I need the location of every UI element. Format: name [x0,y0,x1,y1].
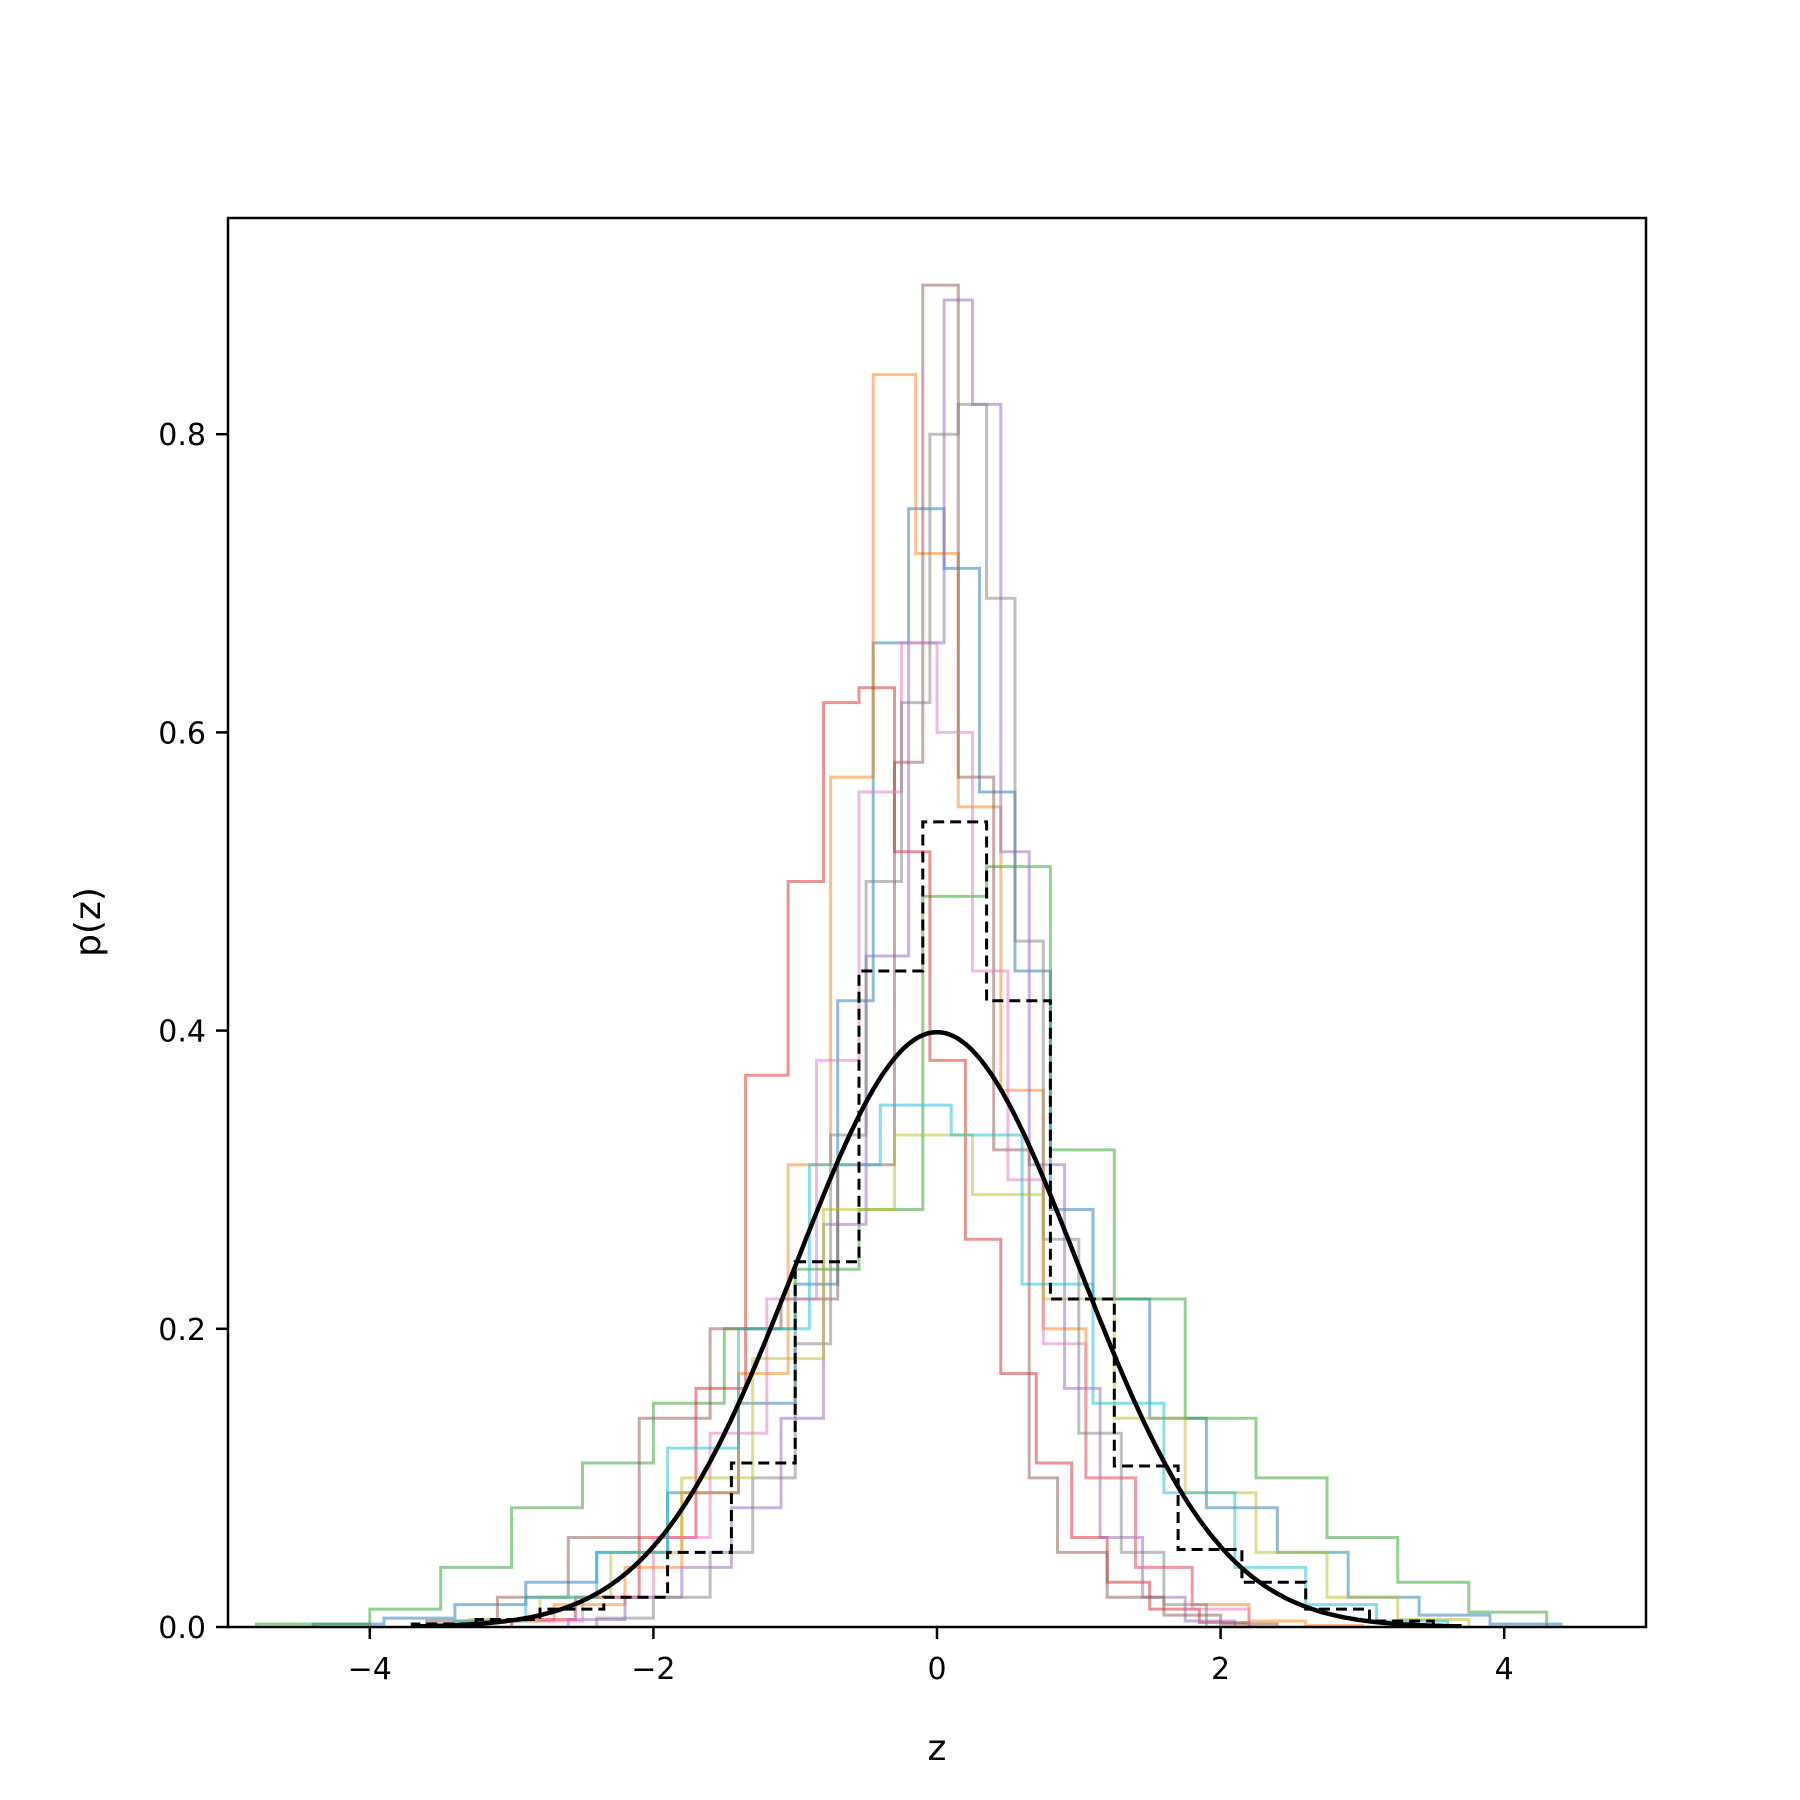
dashed-histogram-layer [410,820,1435,1627]
x-axis-label: z [928,1728,947,1769]
histogram-series-3 [254,865,1549,1627]
reference-curve-layer [412,1029,1462,1627]
y-tick-label: 0.2 [158,1313,206,1348]
x-tick-label: 2 [1211,1652,1230,1687]
x-tick-label: 0 [927,1652,946,1687]
x-tick-label: 4 [1495,1652,1514,1687]
histogram-series-6 [425,283,1279,1627]
dashed-histogram [410,820,1435,1627]
x-tick-label: −2 [631,1652,675,1687]
reference-normal-curve [412,1029,1462,1627]
x-axis-ticks: −4 −2 0 2 4 [348,1627,1514,1687]
y-tick-label: 0.0 [158,1611,206,1646]
y-axis-ticks: 0.0 0.2 0.4 0.6 0.8 [158,418,228,1646]
x-tick-label: −4 [348,1652,392,1687]
y-tick-label: 0.6 [158,716,206,751]
histogram-series-9 [467,1133,1471,1627]
histogram-series-10 [453,1103,1449,1627]
y-tick-label: 0.4 [158,1015,206,1050]
y-tick-label: 0.8 [158,418,206,453]
y-axis-label: p(z) [68,887,109,957]
